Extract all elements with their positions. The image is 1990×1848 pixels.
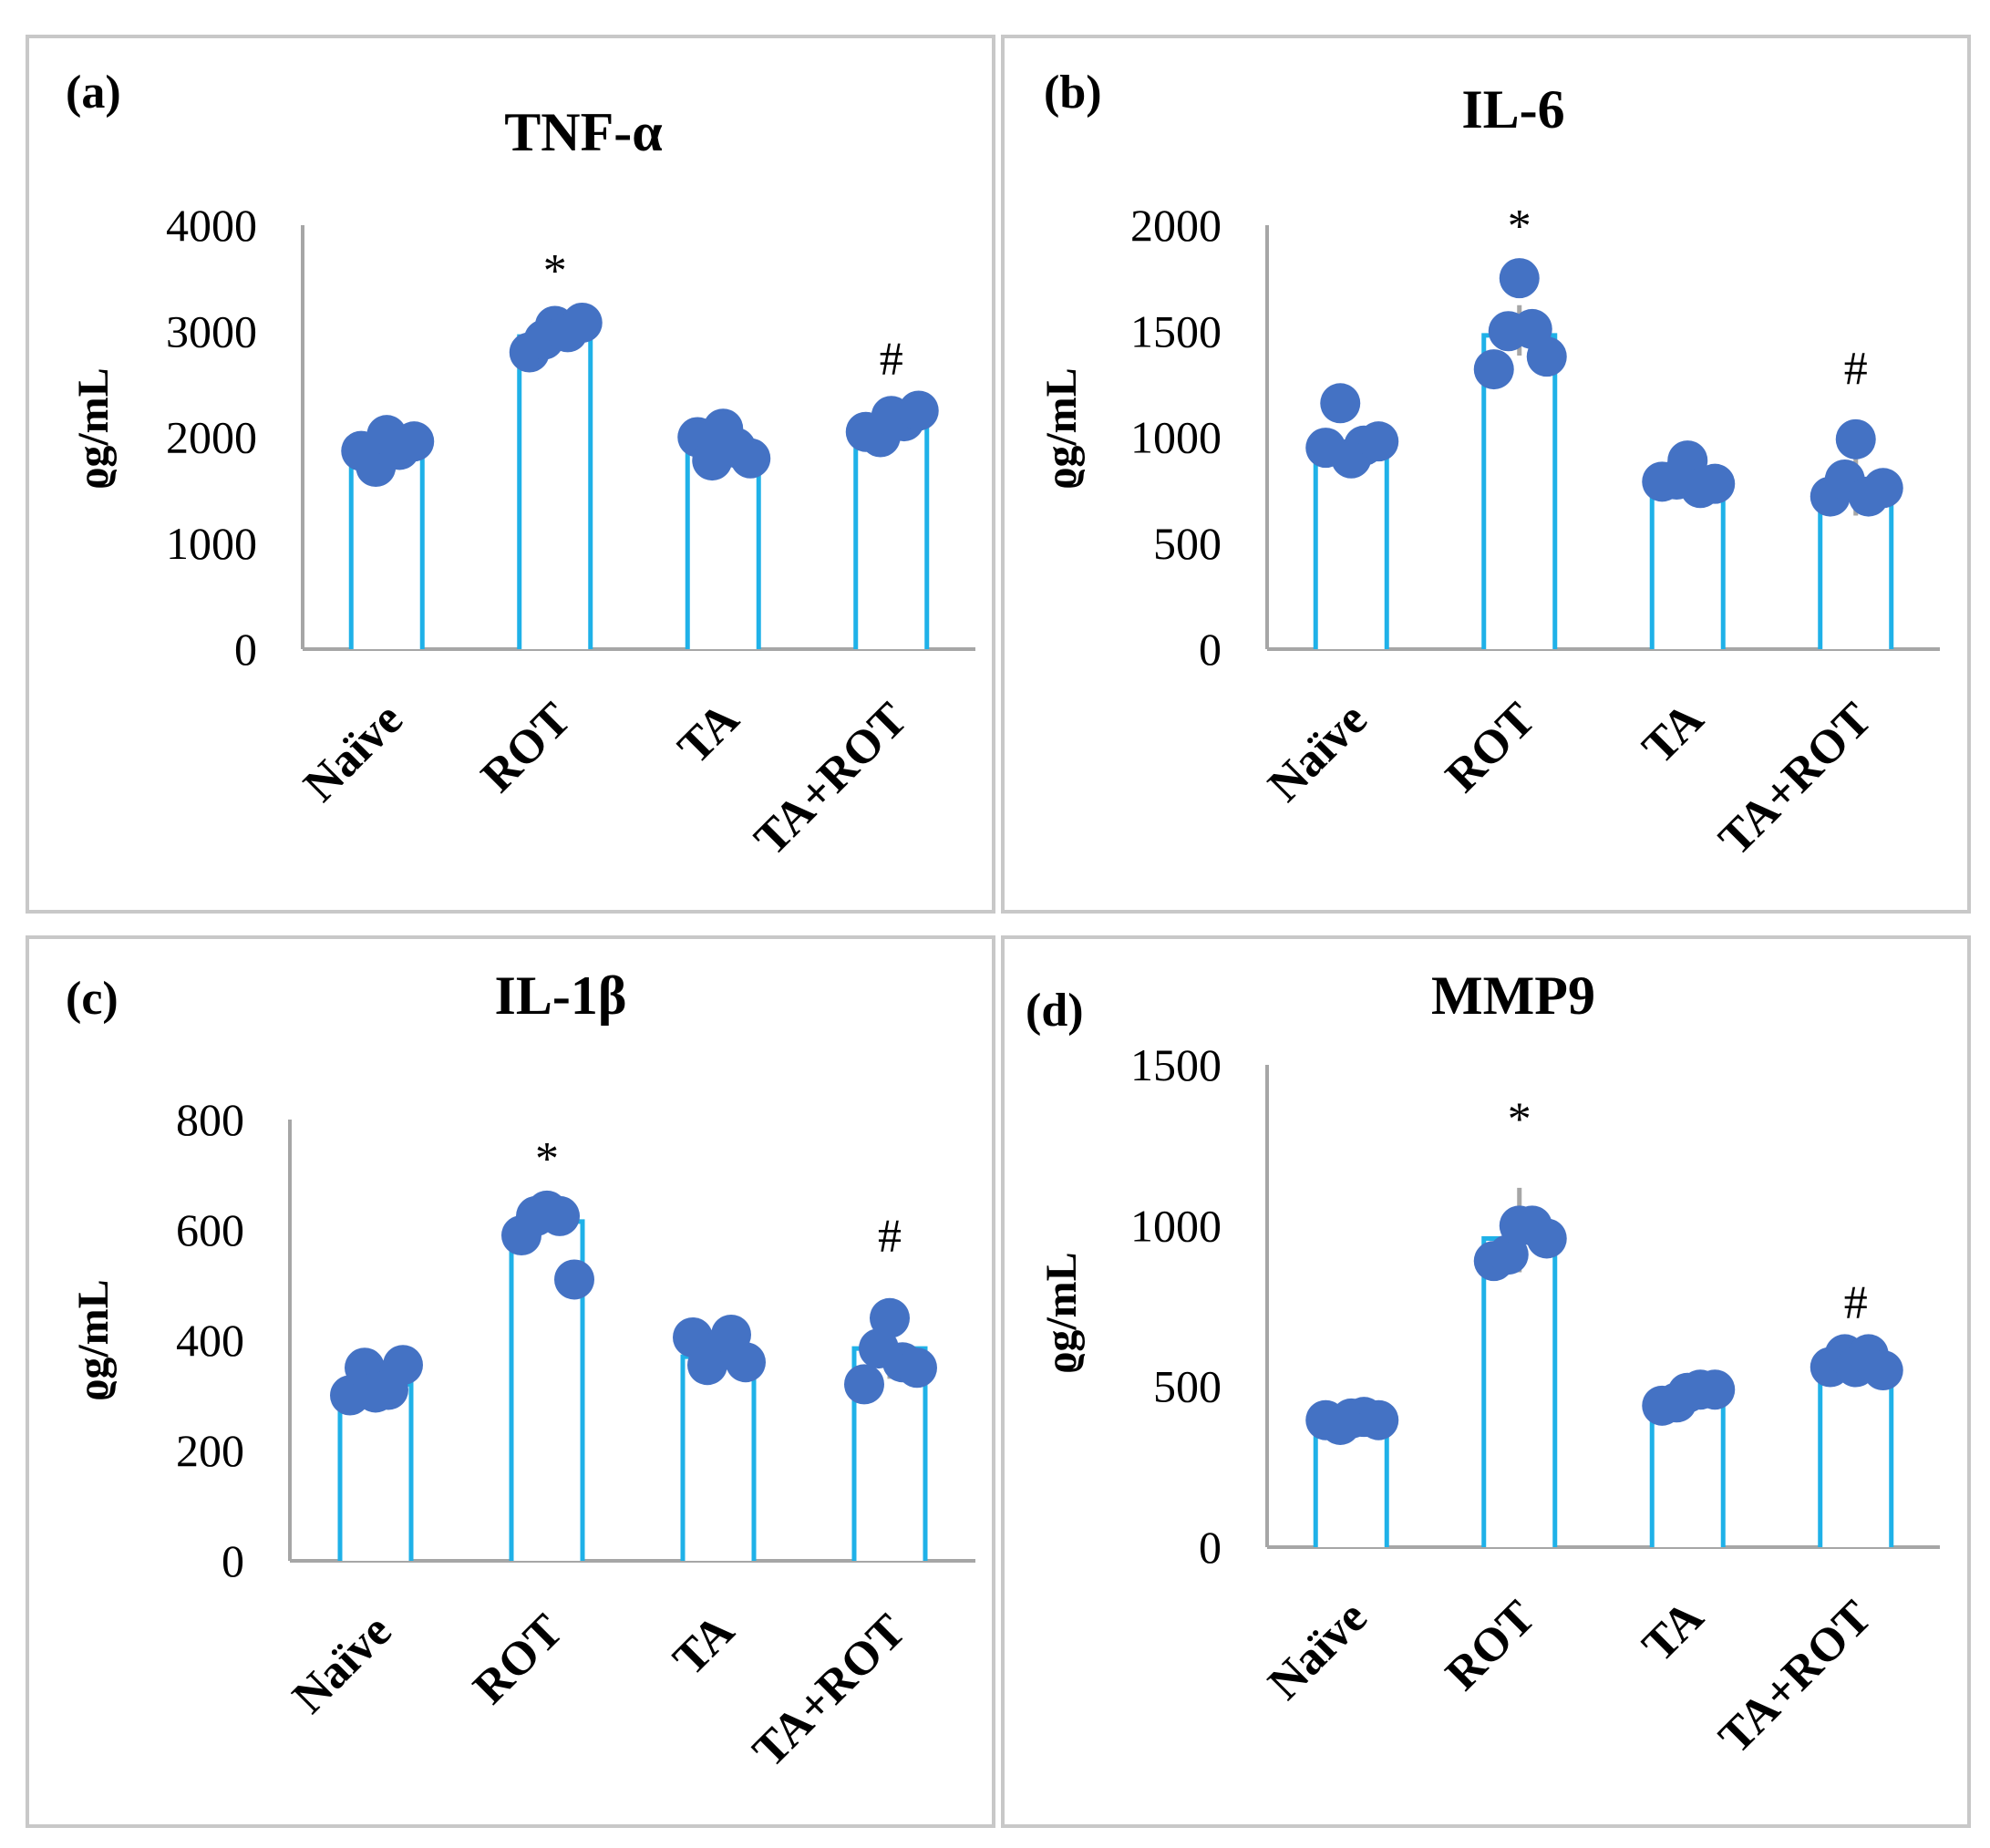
y-tick-label: 0 xyxy=(1199,624,1222,675)
x-tick-label: TA xyxy=(1633,1591,1714,1672)
chart-panel-d: (d) MMP9 ϱg/mL 0 500 1000 1500 Naïve * ROT TA # TA+R… xyxy=(1001,935,1971,1828)
panel-border xyxy=(1001,935,1971,1828)
y-axis-label: ϱg/mL xyxy=(69,367,118,489)
y-tick-label: 200 xyxy=(176,1425,244,1476)
x-tick-label: TA xyxy=(668,693,749,774)
bar-3 xyxy=(853,424,930,649)
y-tick-label: 1000 xyxy=(1130,412,1222,463)
significance-marker: * xyxy=(1508,201,1531,253)
x-tick-label: ROT xyxy=(471,693,581,802)
x-tick-label: TA xyxy=(664,1605,745,1686)
significance-marker: # xyxy=(880,333,903,385)
data-point xyxy=(540,1195,580,1236)
data-point xyxy=(1358,421,1399,462)
x-tick-label: TA+ROT xyxy=(1709,693,1882,865)
chart-panel-a: (a) TNF-α ϱg/mL 0 1000 2000 3000 4000 Naïve * ROT T… xyxy=(26,35,995,914)
data-point xyxy=(844,1364,884,1405)
x-tick-label: TA+ROT xyxy=(1709,1591,1882,1763)
panel-border xyxy=(26,935,995,1828)
significance-marker: # xyxy=(1844,1276,1868,1328)
data-point xyxy=(1695,1369,1736,1410)
chart-panel-b: (b) IL-6 ϱg/mL 0 500 1000 1500 2000 Naïve * ROT TA #… xyxy=(1001,35,1971,914)
data-point xyxy=(730,438,771,479)
y-tick-label: 500 xyxy=(1153,518,1222,569)
chart-title: IL-6 xyxy=(1461,79,1564,139)
data-point xyxy=(1358,1399,1399,1440)
y-tick-label: 2000 xyxy=(1130,200,1222,251)
x-tick-label: ROT xyxy=(463,1605,572,1714)
x-tick-label: ROT xyxy=(1436,1591,1545,1700)
y-axis-label: ϱg/mL xyxy=(1037,1252,1086,1373)
y-tick-label: 800 xyxy=(176,1094,244,1145)
bar-1 xyxy=(517,334,593,649)
data-point xyxy=(870,1297,910,1338)
x-tick-label: Naïve xyxy=(294,693,413,811)
data-point xyxy=(383,1345,423,1386)
y-axis-label: ϱg/mL xyxy=(1037,367,1086,489)
x-tick-label: TA+ROT xyxy=(743,1605,915,1777)
y-tick-label: 0 xyxy=(222,1535,244,1586)
data-point xyxy=(897,1347,937,1389)
y-tick-label: 400 xyxy=(176,1315,244,1366)
bar-2 xyxy=(680,1354,757,1561)
x-tick-label: Naïve xyxy=(1259,1591,1377,1709)
data-point xyxy=(1473,349,1514,390)
chart-title: IL-1β xyxy=(495,965,627,1026)
data-point xyxy=(1526,336,1567,377)
data-point xyxy=(1499,258,1540,299)
data-point xyxy=(1835,418,1876,459)
data-point xyxy=(554,1259,594,1300)
panel-border xyxy=(26,35,995,914)
y-tick-label: 0 xyxy=(234,624,257,675)
bar-2 xyxy=(1649,481,1726,649)
y-tick-label: 1000 xyxy=(166,518,257,569)
y-tick-label: 600 xyxy=(176,1204,244,1255)
significance-marker: * xyxy=(1508,1093,1531,1145)
panel-letter: (b) xyxy=(1044,67,1102,119)
x-tick-label: Naïve xyxy=(1259,693,1377,811)
panel-border xyxy=(1001,35,1971,914)
data-point xyxy=(898,390,939,431)
significance-marker: * xyxy=(535,1133,559,1185)
chart-panel-c: (c) IL-1β ϱg/mL 0 200 400 600 800 Naïve * ROT TA # TA… xyxy=(26,935,995,1828)
x-tick-label: Naïve xyxy=(283,1605,401,1723)
chart-title: TNF-α xyxy=(504,102,662,162)
chart-title: MMP9 xyxy=(1431,965,1595,1026)
y-tick-label: 0 xyxy=(1199,1522,1222,1573)
data-point xyxy=(562,302,603,343)
bar-1 xyxy=(1481,1235,1558,1547)
data-point xyxy=(726,1342,766,1383)
x-tick-label: ROT xyxy=(1436,693,1545,802)
significance-marker: # xyxy=(1844,343,1868,395)
data-point xyxy=(1695,463,1736,504)
y-tick-label: 4000 xyxy=(166,200,257,251)
y-axis-label: ϱg/mL xyxy=(69,1279,118,1400)
significance-marker: # xyxy=(878,1211,902,1263)
data-point xyxy=(1526,1218,1567,1259)
panel-letter: (a) xyxy=(66,67,121,119)
y-tick-label: 1500 xyxy=(1130,305,1222,356)
data-point xyxy=(1320,383,1361,424)
data-point xyxy=(1862,468,1903,509)
y-tick-label: 1500 xyxy=(1130,1039,1222,1090)
data-point xyxy=(394,421,435,462)
y-tick-label: 1000 xyxy=(1130,1200,1222,1251)
panel-letter: (d) xyxy=(1026,985,1084,1037)
bar-3 xyxy=(1818,1365,1894,1547)
x-tick-label: TA xyxy=(1633,693,1714,774)
significance-marker: * xyxy=(543,245,567,297)
panel-letter: (c) xyxy=(66,973,119,1025)
data-point xyxy=(1862,1350,1903,1391)
y-tick-label: 3000 xyxy=(166,305,257,356)
x-tick-label: TA+ROT xyxy=(745,693,917,865)
y-tick-label: 2000 xyxy=(166,412,257,463)
y-tick-label: 500 xyxy=(1153,1361,1222,1412)
bar-0 xyxy=(1313,451,1389,649)
